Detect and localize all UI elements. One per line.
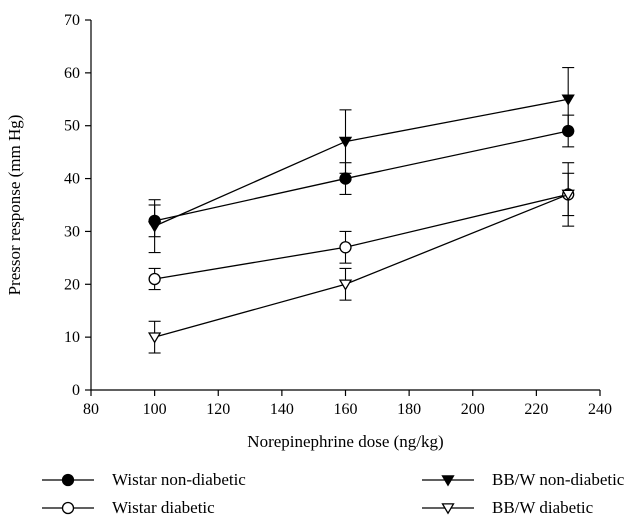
data-point-bb-w-non-diabetic xyxy=(147,221,162,233)
series-line-bb-w-diabetic xyxy=(154,193,569,338)
x-tick-label: 200 xyxy=(461,401,485,418)
y-axis-label: Pressor response (mm Hg) xyxy=(5,115,24,296)
data-point-bb-w-non-diabetic xyxy=(561,94,575,106)
legend-label-wistar-non-diabetic: Wistar non-diabetic xyxy=(112,470,246,489)
y-axis-ticks: 0 10 20 30 40 50 60 70 xyxy=(64,12,91,399)
legend-marker-wistar-non-diabetic xyxy=(61,473,75,487)
series-bb-w-non-diabetic xyxy=(147,67,575,254)
x-tick-label: 220 xyxy=(524,401,548,418)
y-tick-label: 50 xyxy=(64,118,80,135)
x-tick-label: 140 xyxy=(270,401,294,418)
y-tick-label: 0 xyxy=(72,382,80,399)
legend-label-bb-w-non-diabetic: BB/W non-diabetic xyxy=(492,470,624,489)
y-tick-label: 60 xyxy=(64,65,80,82)
y-tick-label: 40 xyxy=(64,171,80,188)
legend-marker-wistar-diabetic xyxy=(61,501,75,515)
data-point-bb-w-non-diabetic xyxy=(338,136,353,149)
x-tick-label: 80 xyxy=(83,401,99,418)
y-tick-label: 30 xyxy=(64,223,80,240)
data-point-wistar-non-diabetic xyxy=(339,172,352,185)
legend-item-wistar-non-diabetic: Wistar non-diabetic xyxy=(42,470,246,489)
legend-item-bb-w-diabetic: BB/W diabetic xyxy=(422,498,594,517)
x-tick-label: 120 xyxy=(206,401,230,418)
data-point-wistar-diabetic xyxy=(148,272,161,286)
legend-marker-bb-w-diabetic xyxy=(441,503,455,515)
x-tick-label: 180 xyxy=(397,401,421,418)
data-point-wistar-diabetic xyxy=(339,241,352,254)
y-tick-label: 70 xyxy=(64,12,80,29)
y-tick-label: 20 xyxy=(64,276,80,293)
legend-label-wistar-diabetic: Wistar diabetic xyxy=(112,498,215,517)
data-point-bb-w-diabetic xyxy=(561,189,575,201)
x-axis-label: Norepinephrine dose (ng/kg) xyxy=(247,432,443,451)
data-point-bb-w-diabetic xyxy=(147,332,162,344)
x-tick-label: 100 xyxy=(143,401,167,418)
x-axis-ticks: 80 100 120 140 160 180 200 220 240 xyxy=(83,390,612,418)
legend: Wistar non-diabetic BB/W non-diabetic Wist… xyxy=(42,470,624,517)
legend-item-bb-w-non-diabetic: BB/W non-diabetic xyxy=(422,470,624,489)
y-tick-label: 10 xyxy=(64,329,80,346)
series-line-wistar-non-diabetic xyxy=(154,130,569,222)
series-wistar-diabetic xyxy=(148,162,575,291)
legend-marker-bb-w-non-diabetic xyxy=(441,475,455,487)
plot-area xyxy=(147,67,575,354)
axes: 80 100 120 140 160 180 200 220 240 0 10 20 30 40 50 60… xyxy=(64,12,612,418)
data-point-bb-w-diabetic xyxy=(338,279,353,291)
legend-label-bb-w-diabetic: BB/W diabetic xyxy=(492,498,594,517)
legend-item-wistar-diabetic: Wistar diabetic xyxy=(42,498,215,517)
x-tick-label: 160 xyxy=(334,401,358,418)
x-tick-label: 240 xyxy=(588,401,612,418)
series-bb-w-diabetic xyxy=(147,172,575,354)
series-wistar-non-diabetic xyxy=(148,114,575,238)
